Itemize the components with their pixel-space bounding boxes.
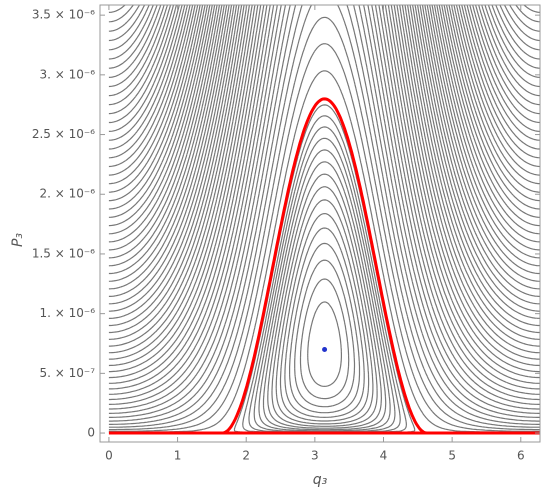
contour-line bbox=[262, 161, 387, 431]
contour-line bbox=[108, 4, 541, 367]
contour-line bbox=[267, 173, 382, 429]
y-axis-label: P₃ bbox=[10, 233, 26, 247]
contour-line bbox=[108, 4, 540, 218]
contour-line bbox=[108, 16, 540, 431]
x-tick-label: 4 bbox=[380, 449, 388, 463]
contour-line bbox=[108, 4, 540, 275]
contour-line bbox=[108, 4, 541, 312]
contour-line bbox=[108, 4, 541, 202]
contour-line bbox=[108, 4, 540, 305]
y-tick-label: 1.5 × 10⁻⁶ bbox=[32, 246, 95, 260]
contour-line bbox=[108, 4, 541, 69]
contour-line bbox=[108, 4, 540, 51]
y-tick-label: 3.5 × 10⁻⁶ bbox=[32, 8, 95, 22]
contour-line bbox=[108, 4, 540, 327]
contour-line bbox=[108, 4, 540, 384]
contour-line bbox=[108, 4, 541, 176]
contour-line bbox=[108, 4, 541, 23]
contour-line bbox=[108, 4, 541, 106]
fixed-point bbox=[322, 346, 328, 352]
contour-line bbox=[108, 4, 541, 42]
contour-line bbox=[108, 4, 541, 32]
contour-line bbox=[284, 227, 365, 418]
contour-line bbox=[258, 149, 391, 432]
contour-line bbox=[108, 4, 541, 243]
contour-line bbox=[108, 4, 541, 282]
contour-line bbox=[108, 4, 541, 115]
contour-line bbox=[108, 4, 540, 425]
contour-line bbox=[108, 4, 541, 319]
contour-line bbox=[275, 199, 374, 425]
contour-line bbox=[108, 4, 541, 259]
contour-line bbox=[108, 4, 541, 132]
y-tick-label: 0 bbox=[87, 426, 95, 440]
x-tick-label: 1 bbox=[174, 449, 182, 463]
contour-line bbox=[108, 4, 541, 340]
y-tick-label: 2.5 × 10⁻⁶ bbox=[32, 127, 95, 141]
contour-line bbox=[108, 4, 541, 235]
contour-line bbox=[108, 43, 540, 432]
contour-line bbox=[108, 4, 540, 373]
contour-line bbox=[108, 4, 540, 334]
contour-line bbox=[279, 213, 370, 422]
contour-line bbox=[108, 4, 540, 390]
x-tick-label: 6 bbox=[517, 449, 525, 463]
plot-frame bbox=[99, 4, 541, 443]
contour-line bbox=[294, 259, 356, 408]
contour-line bbox=[299, 278, 350, 400]
contour-line bbox=[108, 4, 541, 88]
contour-line bbox=[108, 4, 540, 267]
contour-line bbox=[108, 4, 540, 410]
contour-line bbox=[108, 4, 541, 124]
contour-line bbox=[108, 4, 540, 414]
separatrix bbox=[222, 97, 427, 435]
contour-line bbox=[108, 4, 540, 185]
contour-line bbox=[108, 4, 541, 168]
x-axis-label: q₃ bbox=[313, 472, 328, 488]
contour-line bbox=[108, 4, 540, 297]
contour-line bbox=[108, 4, 540, 150]
contour-line bbox=[108, 4, 540, 405]
y-tick-label: 3. × 10⁻⁶ bbox=[39, 67, 95, 81]
x-tick-label: 3 bbox=[311, 449, 319, 463]
contour-line bbox=[108, 4, 541, 60]
contour-line bbox=[108, 4, 541, 193]
x-tick-label: 5 bbox=[448, 449, 456, 463]
contour-line bbox=[108, 4, 541, 290]
y-tick-label: 5. × 10⁻⁷ bbox=[39, 366, 95, 380]
contour-line bbox=[108, 4, 541, 210]
contour-line bbox=[108, 4, 541, 78]
contour-line bbox=[108, 4, 541, 97]
contour-line bbox=[108, 4, 540, 401]
contour-line bbox=[108, 4, 540, 141]
contour-line bbox=[108, 4, 541, 360]
contour-line bbox=[289, 242, 361, 414]
contour-line bbox=[307, 301, 342, 387]
contour-line bbox=[108, 4, 540, 251]
y-tick-label: 2. × 10⁻⁶ bbox=[39, 187, 95, 201]
contour-line bbox=[108, 4, 540, 428]
x-tick-label: 0 bbox=[105, 449, 113, 463]
contour-line bbox=[108, 4, 540, 395]
contour-line bbox=[108, 4, 541, 159]
x-tick-label: 2 bbox=[242, 449, 250, 463]
contour-line bbox=[271, 186, 378, 427]
contour-line bbox=[108, 4, 540, 418]
contour-line bbox=[108, 4, 541, 227]
contour-line bbox=[242, 115, 407, 433]
contour-line bbox=[108, 4, 540, 354]
contour-line bbox=[108, 4, 540, 347]
y-tick-label: 1. × 10⁻⁶ bbox=[39, 306, 95, 320]
contour-line bbox=[108, 4, 541, 379]
contour-line bbox=[108, 4, 541, 13]
contour-line bbox=[108, 4, 540, 422]
